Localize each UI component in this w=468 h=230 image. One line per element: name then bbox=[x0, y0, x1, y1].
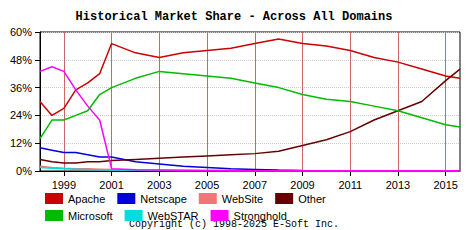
svg-text:Stronghold: Stronghold bbox=[234, 210, 287, 222]
svg-text:2007: 2007 bbox=[243, 179, 267, 191]
svg-text:2003: 2003 bbox=[147, 179, 171, 191]
svg-text:Apache: Apache bbox=[68, 193, 105, 205]
svg-text:2015: 2015 bbox=[433, 179, 457, 191]
svg-text:Historical Market Share - Acro: Historical Market Share - Across All Dom… bbox=[76, 10, 393, 24]
svg-text:Copyright (c) 1998-2025 E-Soft: Copyright (c) 1998-2025 E-Soft Inc. bbox=[129, 218, 339, 230]
svg-text:1999: 1999 bbox=[52, 179, 76, 191]
svg-text:Other: Other bbox=[298, 193, 326, 205]
svg-text:36%: 36% bbox=[10, 82, 32, 94]
svg-text:12%: 12% bbox=[10, 137, 32, 149]
svg-text:2013: 2013 bbox=[386, 179, 410, 191]
svg-text:2005: 2005 bbox=[195, 179, 219, 191]
svg-text:Microsoft: Microsoft bbox=[68, 210, 113, 222]
svg-text:2001: 2001 bbox=[99, 179, 123, 191]
svg-text:Netscape: Netscape bbox=[140, 193, 186, 205]
svg-text:WebSite: WebSite bbox=[222, 193, 263, 205]
svg-text:2011: 2011 bbox=[338, 179, 362, 191]
svg-text:2009: 2009 bbox=[290, 179, 314, 191]
svg-text:0%: 0% bbox=[16, 165, 32, 177]
svg-text:24%: 24% bbox=[10, 109, 32, 121]
svg-text:48%: 48% bbox=[10, 54, 32, 66]
svg-text:WebSTAR: WebSTAR bbox=[148, 210, 199, 222]
svg-text:60%: 60% bbox=[10, 26, 32, 38]
